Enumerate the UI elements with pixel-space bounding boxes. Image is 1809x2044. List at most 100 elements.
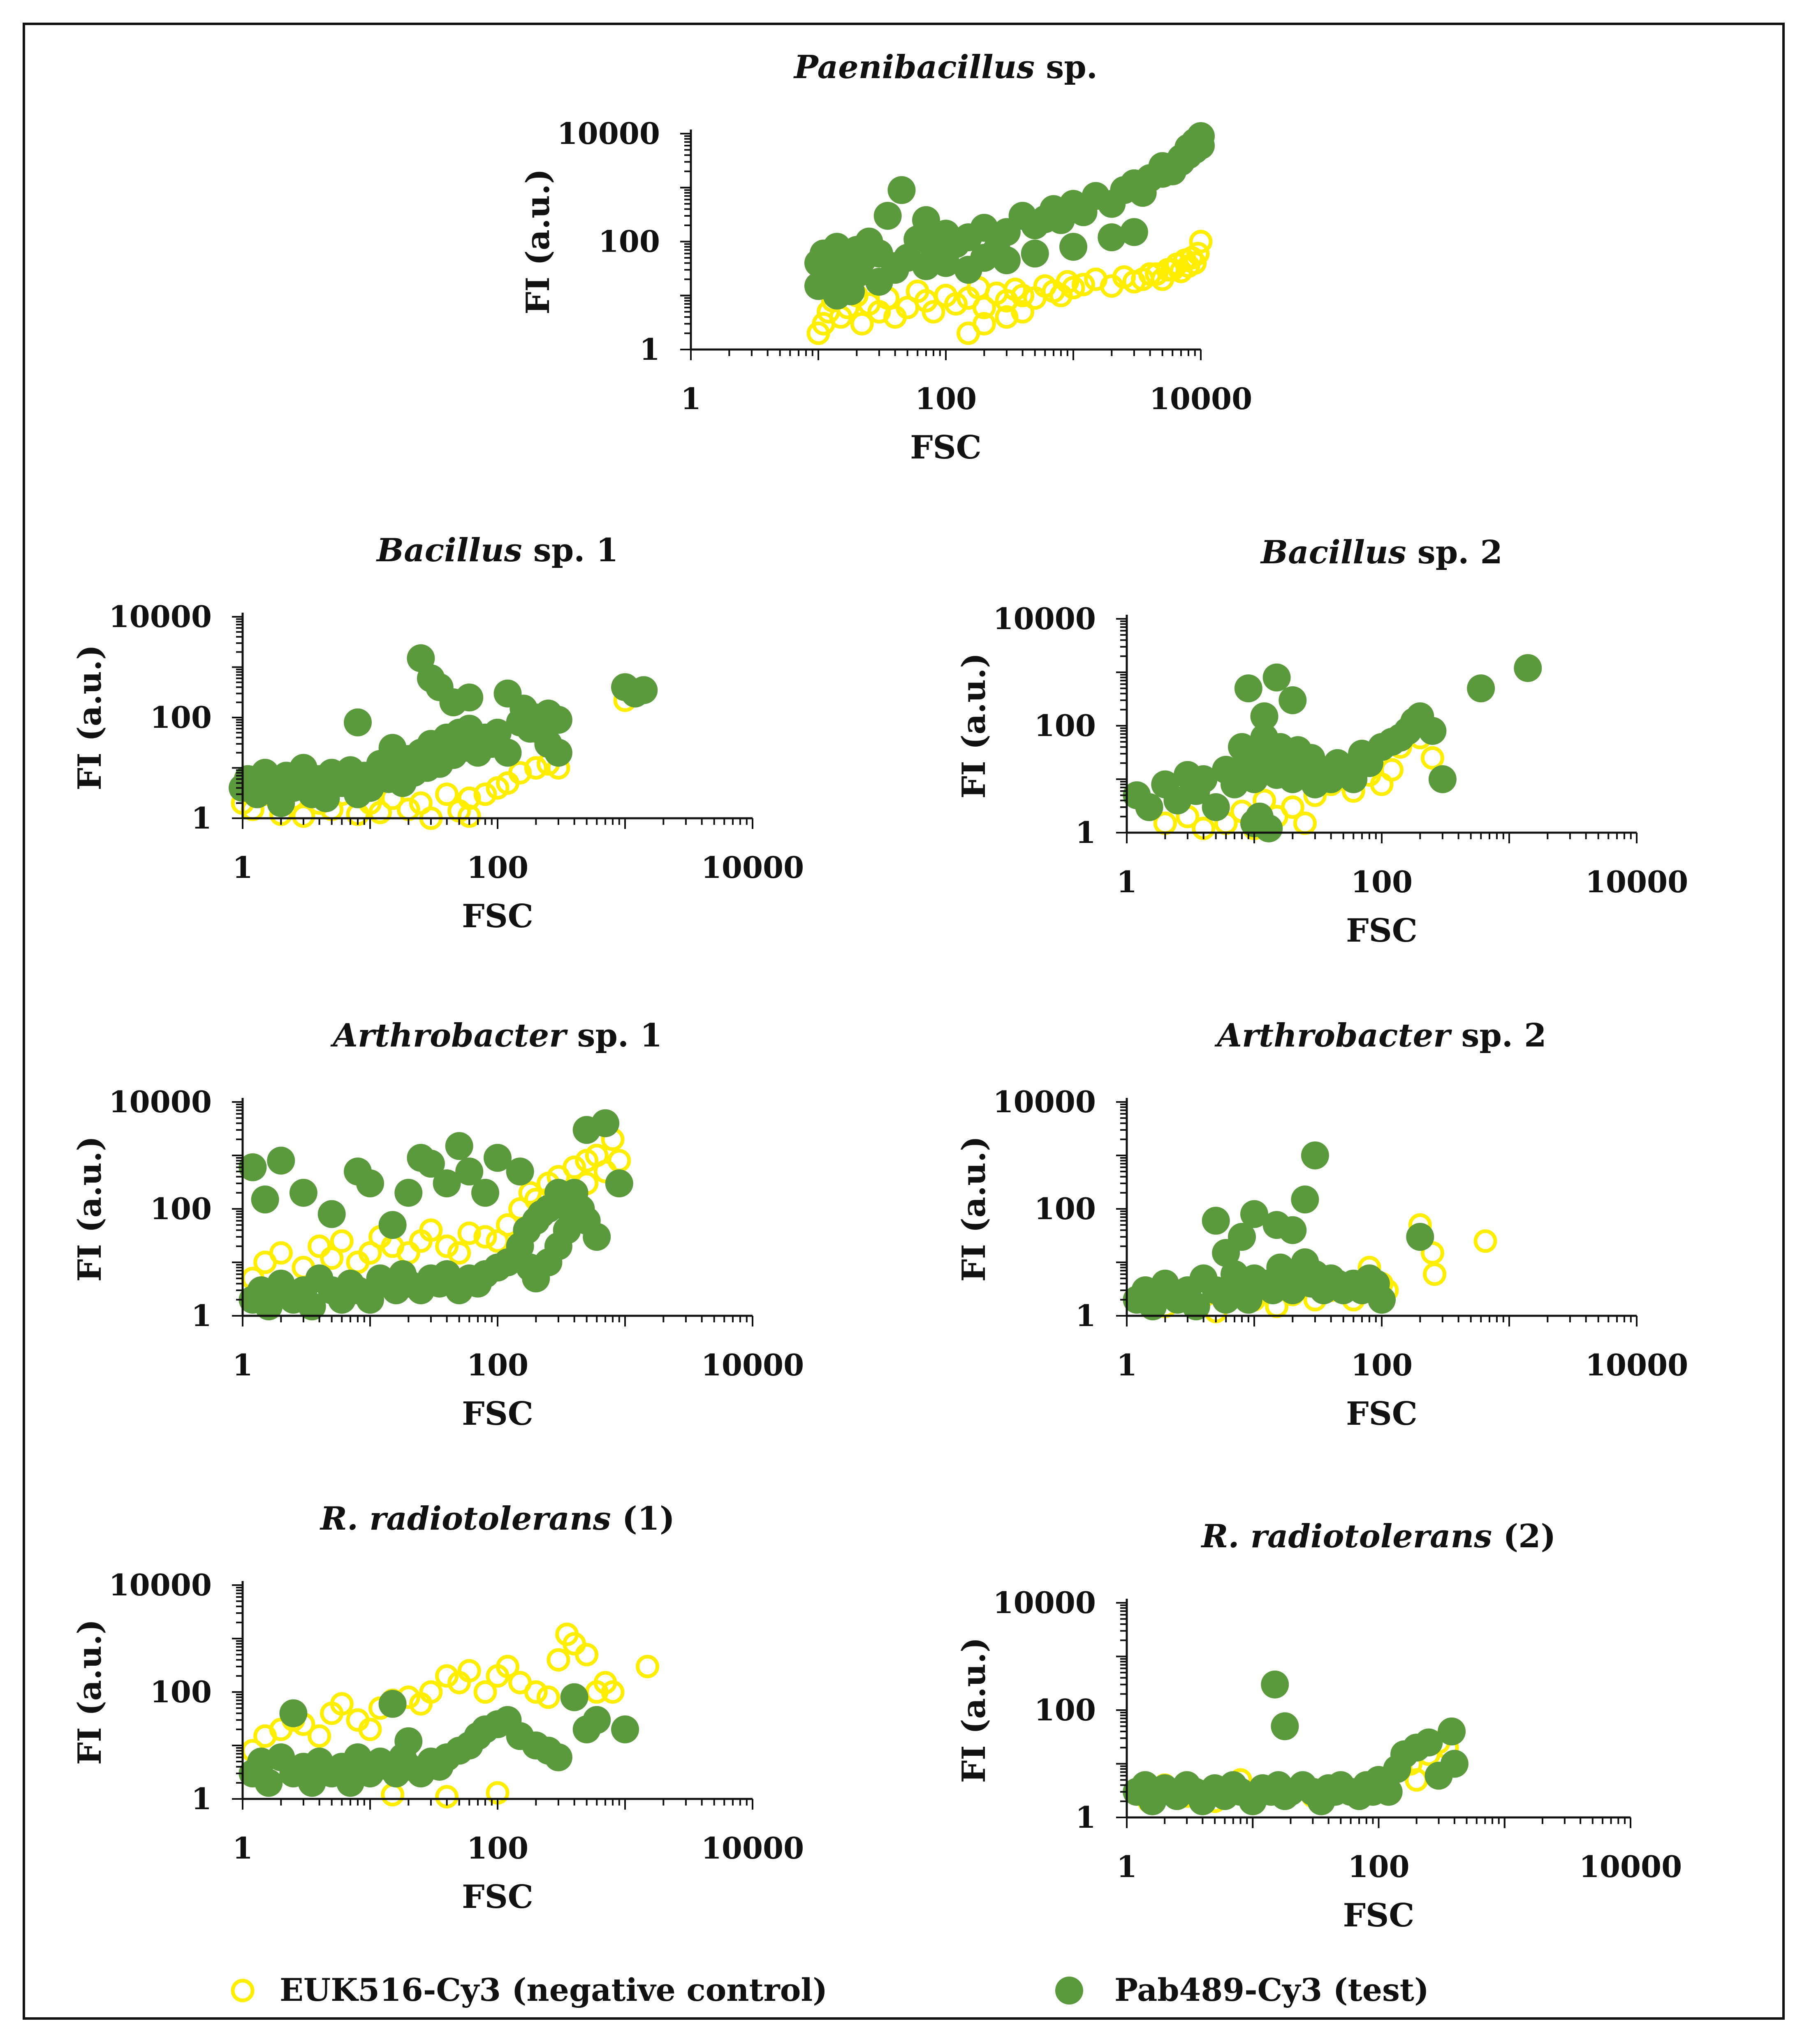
test-point bbox=[1262, 663, 1291, 692]
x-tick-label: 100 bbox=[1351, 864, 1413, 899]
control-point bbox=[995, 305, 1019, 329]
x-axis-title: FSC bbox=[1346, 1395, 1418, 1433]
test-point bbox=[1139, 1292, 1167, 1321]
test-point bbox=[1240, 1200, 1268, 1228]
test-point bbox=[1418, 717, 1447, 745]
control-point bbox=[419, 1218, 443, 1242]
control-point bbox=[1145, 262, 1168, 286]
legend-control-marker bbox=[231, 1979, 255, 2002]
test-point bbox=[887, 176, 916, 204]
x-tick-label: 1 bbox=[232, 1831, 253, 1866]
y-axis-title: FI (a.u.) bbox=[71, 1136, 109, 1282]
test-point bbox=[1374, 1778, 1403, 1806]
test-point bbox=[506, 1157, 534, 1186]
x-tick-label: 10000 bbox=[701, 1831, 804, 1866]
x-axis-title: FSC bbox=[462, 898, 533, 935]
control-point bbox=[1380, 758, 1404, 782]
test-point bbox=[289, 1178, 317, 1207]
chart-panel-4: Arthrobacter sp. 1 1 100 10000 1 100 10000 FSC F… bbox=[71, 1017, 804, 1433]
x-tick-label: 10000 bbox=[1585, 864, 1689, 899]
series-test bbox=[1123, 1670, 1469, 1815]
test-point bbox=[1438, 1717, 1466, 1745]
test-point bbox=[1120, 218, 1148, 246]
panel-title-suffix: sp. 1 bbox=[522, 532, 618, 569]
panel-title: Paenibacillus sp. bbox=[793, 49, 1098, 86]
test-point bbox=[1148, 160, 1177, 188]
panel-title-suffix: sp. 2 bbox=[1450, 1017, 1546, 1054]
x-tick-label: 10000 bbox=[1149, 381, 1253, 416]
panel-title-genus: Bacillus bbox=[376, 532, 522, 569]
y-axis-title: FI (a.u.) bbox=[519, 169, 557, 314]
control-point bbox=[435, 1234, 459, 1258]
control-point bbox=[435, 1664, 459, 1688]
x-tick-label: 10000 bbox=[701, 1347, 804, 1382]
y-tick-label: 100 bbox=[150, 700, 212, 735]
test-point bbox=[378, 1211, 407, 1239]
test-point bbox=[455, 683, 484, 712]
x-axis-title: FSC bbox=[462, 1395, 533, 1433]
x-axis-title: FSC bbox=[1343, 1897, 1415, 1934]
y-tick-label: 1 bbox=[191, 801, 212, 836]
test-point bbox=[1261, 1670, 1289, 1699]
control-point bbox=[330, 1229, 354, 1253]
x-axis-title: FSC bbox=[462, 1878, 533, 1916]
control-point bbox=[1423, 1262, 1447, 1286]
legend-test-label: Pab489-Cy3 (test) bbox=[1114, 1972, 1429, 2008]
y-tick-label: 10000 bbox=[993, 1585, 1096, 1620]
test-point bbox=[471, 1178, 499, 1207]
test-point bbox=[417, 1150, 445, 1178]
control-point bbox=[972, 312, 996, 336]
y-tick-label: 1 bbox=[1075, 815, 1096, 850]
panel-title-genus: Arthrobacter bbox=[1214, 1017, 1452, 1054]
control-point bbox=[457, 1221, 481, 1245]
y-tick-label: 1 bbox=[191, 1781, 212, 1816]
y-axis-title: FI (a.u.) bbox=[955, 1136, 993, 1282]
control-point bbox=[435, 1785, 459, 1809]
y-tick-label: 10000 bbox=[993, 601, 1096, 636]
test-point bbox=[255, 1769, 283, 1797]
test-point bbox=[1189, 765, 1218, 793]
test-point bbox=[544, 738, 572, 767]
series-test bbox=[229, 644, 658, 817]
panel-title-genus: Arthrobacter bbox=[330, 1017, 568, 1054]
test-point bbox=[1368, 1285, 1396, 1314]
control-point bbox=[457, 1659, 481, 1683]
test-point bbox=[1415, 1728, 1443, 1757]
control-point bbox=[524, 1680, 548, 1704]
control-point bbox=[1056, 270, 1079, 294]
control-point bbox=[547, 1648, 570, 1672]
y-tick-label: 1 bbox=[1075, 1298, 1096, 1333]
test-point bbox=[873, 201, 902, 230]
test-point bbox=[1467, 674, 1495, 703]
control-point bbox=[1072, 273, 1095, 296]
test-point bbox=[433, 1169, 461, 1197]
test-point bbox=[1271, 1712, 1299, 1741]
control-point bbox=[457, 804, 481, 828]
control-point bbox=[358, 1718, 382, 1741]
control-point bbox=[850, 312, 874, 336]
x-tick-label: 10000 bbox=[1585, 1347, 1689, 1382]
control-point bbox=[536, 1685, 560, 1709]
x-tick-label: 1 bbox=[232, 850, 253, 885]
legend-control-label: EUK516-Cy3 (negative control) bbox=[280, 1972, 827, 2008]
test-point bbox=[992, 246, 1021, 274]
x-tick-label: 1 bbox=[1116, 864, 1137, 899]
test-point bbox=[394, 1178, 423, 1207]
x-tick-label: 100 bbox=[915, 381, 977, 416]
legend: EUK516-Cy3 (negative control) Pab489-Cy3… bbox=[231, 1972, 1429, 2008]
series-test bbox=[239, 1109, 633, 1321]
test-point bbox=[251, 1185, 279, 1214]
test-point bbox=[516, 1253, 544, 1282]
series-test bbox=[239, 1683, 639, 1797]
test-point bbox=[356, 1169, 384, 1197]
x-tick-label: 1 bbox=[1116, 1347, 1137, 1382]
y-tick-label: 100 bbox=[150, 1674, 212, 1709]
test-point bbox=[630, 676, 658, 704]
test-point bbox=[1182, 1292, 1210, 1321]
control-point bbox=[1281, 795, 1304, 819]
test-point bbox=[1514, 654, 1542, 682]
panel-title: R. radiotolerans (2) bbox=[1201, 1518, 1556, 1555]
y-tick-label: 100 bbox=[150, 1191, 212, 1226]
x-tick-label: 10000 bbox=[1579, 1849, 1682, 1884]
control-point bbox=[381, 1783, 405, 1807]
